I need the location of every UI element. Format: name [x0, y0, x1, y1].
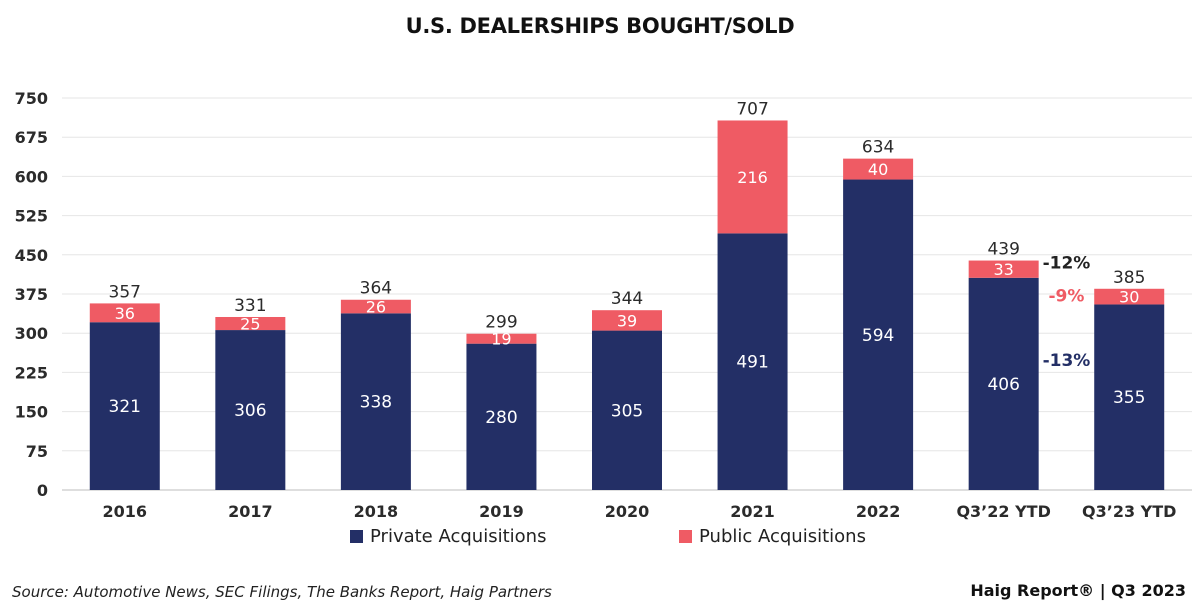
- y-tick-label: 300: [15, 324, 48, 343]
- annotation-change: -12%: [1043, 254, 1091, 274]
- data-label-public: 19: [491, 330, 511, 349]
- y-tick-label: 375: [15, 285, 48, 304]
- x-tick-label: 2022: [856, 502, 901, 521]
- annotation-change: -9%: [1048, 286, 1084, 306]
- x-tick-label: 2020: [605, 502, 650, 521]
- data-label-private: 406: [987, 375, 1019, 395]
- x-tick-label: 2018: [354, 502, 399, 521]
- y-tick-label: 150: [15, 403, 48, 422]
- legend-item-private: Private Acquisitions: [350, 526, 546, 547]
- x-tick-label: 2021: [730, 502, 775, 521]
- data-label-total: 385: [1113, 268, 1145, 288]
- data-label-private: 321: [109, 397, 141, 417]
- data-label-private: 355: [1113, 388, 1145, 408]
- y-tick-label: 225: [15, 363, 48, 382]
- data-label-total: 364: [360, 279, 392, 299]
- data-label-public: 26: [366, 298, 386, 317]
- chart-title: U.S. DEALERSHIPS BOUGHT/SOLD: [405, 14, 795, 38]
- data-label-private: 305: [611, 401, 643, 421]
- data-label-private: 491: [736, 353, 768, 373]
- bar-private: [89, 322, 160, 490]
- bar-public: [968, 260, 1039, 278]
- bar-private: [340, 313, 411, 490]
- legend-swatch-private: [350, 530, 363, 543]
- y-tick-label: 75: [26, 442, 48, 461]
- y-tick-label: 525: [15, 207, 48, 226]
- legend: Private Acquisitions Public Acquisitions: [0, 526, 1200, 550]
- data-label-private: 306: [234, 401, 266, 421]
- x-tick-label: 2019: [479, 502, 524, 521]
- data-label-total: 331: [234, 296, 266, 316]
- bar-public: [466, 333, 537, 344]
- data-label-public: 36: [115, 304, 135, 323]
- data-label-public: 30: [1119, 288, 1139, 307]
- legend-label-public: Public Acquisitions: [699, 526, 866, 547]
- source-note: Source: Automotive News, SEC Filings, Th…: [12, 583, 552, 601]
- bar-public: [1094, 288, 1165, 305]
- bar-public: [340, 299, 411, 314]
- bar-public: [215, 316, 286, 331]
- y-tick-label: 750: [15, 89, 48, 108]
- data-label-total: 357: [109, 282, 141, 302]
- bar-private: [215, 330, 286, 490]
- data-label-public: 40: [868, 160, 888, 179]
- data-label-public: 25: [240, 315, 260, 334]
- bar-private: [968, 277, 1039, 490]
- data-label-total: 344: [611, 289, 643, 309]
- bar-public: [592, 310, 662, 331]
- x-tick-label: Q3’22 YTD: [956, 502, 1050, 521]
- y-tick-label: 0: [37, 481, 48, 500]
- data-label-total: 707: [736, 99, 768, 119]
- bar-private: [717, 233, 788, 490]
- data-label-private: 280: [485, 408, 517, 428]
- bar-public: [89, 303, 160, 323]
- bar-private: [466, 343, 537, 490]
- y-tick-label: 675: [15, 128, 48, 147]
- data-label-private: 338: [360, 393, 392, 413]
- annotation-change: -13%: [1043, 351, 1091, 371]
- bar-private: [1094, 304, 1165, 490]
- legend-item-public: Public Acquisitions: [679, 526, 866, 547]
- data-label-total: 299: [485, 313, 517, 333]
- legend-swatch-public: [679, 530, 692, 543]
- x-tick-label: 2016: [103, 502, 148, 521]
- data-label-total: 439: [987, 240, 1019, 260]
- data-label-public: 216: [737, 168, 768, 187]
- data-label-private: 594: [862, 326, 894, 346]
- data-label-public: 33: [993, 260, 1013, 279]
- bar-public: [843, 158, 914, 180]
- y-tick-label: 600: [15, 167, 48, 186]
- report-brand: Haig Report® | Q3 2023: [970, 581, 1186, 600]
- bar-private: [592, 330, 662, 490]
- bar-private: [843, 179, 914, 490]
- legend-label-private: Private Acquisitions: [370, 526, 547, 547]
- data-label-public: 39: [617, 311, 637, 330]
- bar-public: [717, 120, 788, 234]
- x-tick-label: Q3’23 YTD: [1082, 502, 1176, 521]
- data-label-total: 634: [862, 138, 894, 158]
- y-tick-label: 450: [15, 246, 48, 265]
- x-tick-label: 2017: [228, 502, 273, 521]
